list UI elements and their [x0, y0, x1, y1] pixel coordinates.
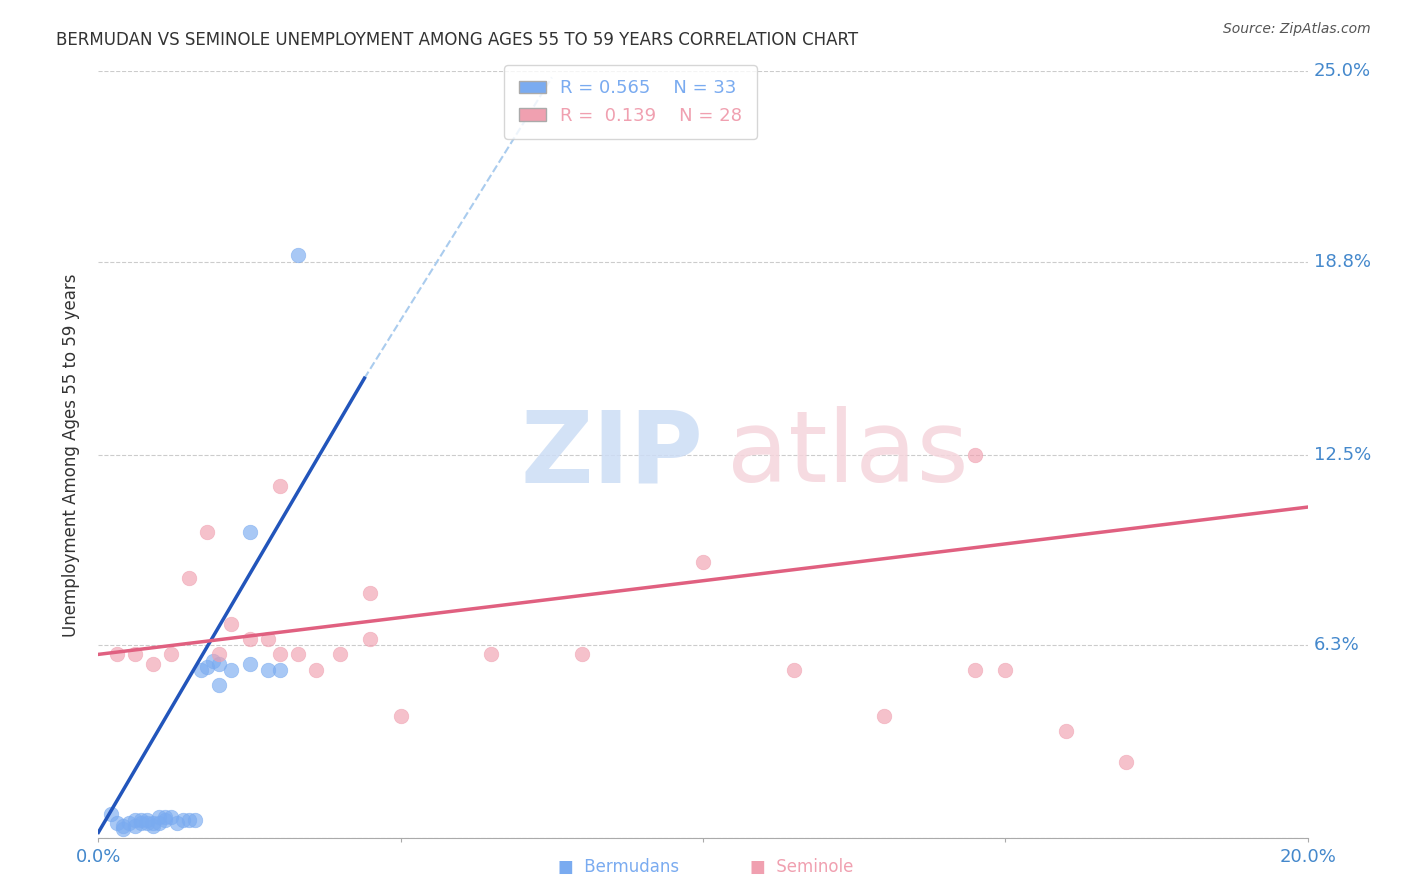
Point [873, 708, 896, 723]
Point [239, 524, 262, 539]
Point [360, 586, 382, 600]
Text: 12.5%: 12.5% [1313, 446, 1371, 464]
Point [256, 663, 278, 677]
Text: BERMUDAN VS SEMINOLE UNEMPLOYMENT AMONG AGES 55 TO 59 YEARS CORRELATION CHART: BERMUDAN VS SEMINOLE UNEMPLOYMENT AMONG … [56, 31, 859, 49]
Point [239, 657, 262, 671]
Legend: R = 0.565    N = 33, R =  0.139    N = 28: R = 0.565 N = 33, R = 0.139 N = 28 [505, 65, 756, 139]
Point [190, 663, 212, 677]
Point [184, 813, 207, 827]
Point [166, 816, 188, 830]
Point [305, 663, 328, 677]
Point [221, 616, 243, 631]
Point [287, 648, 309, 662]
Point [111, 819, 134, 833]
Point [100, 806, 122, 821]
Point [360, 632, 382, 646]
Point [129, 813, 152, 827]
Point [389, 708, 412, 723]
Point [118, 816, 141, 830]
Text: ■  Seminole: ■ Seminole [749, 858, 853, 876]
Point [160, 810, 183, 824]
Point [142, 657, 165, 671]
Point [153, 810, 176, 824]
Point [269, 478, 291, 492]
Point [195, 524, 218, 539]
Point [239, 632, 262, 646]
Point [124, 813, 146, 827]
Point [208, 648, 231, 662]
Point [1054, 724, 1077, 739]
Point [481, 648, 503, 662]
Point [124, 648, 146, 662]
Point [195, 659, 218, 673]
Text: ZIP: ZIP [520, 407, 703, 503]
Point [202, 653, 225, 667]
Point [148, 816, 170, 830]
Text: ■  Bermudans: ■ Bermudans [558, 858, 679, 876]
Point [287, 248, 309, 262]
Point [172, 813, 194, 827]
Point [135, 813, 157, 827]
Point [269, 663, 291, 677]
Point [783, 663, 806, 677]
Point [208, 678, 231, 692]
Point [142, 819, 165, 833]
Point [965, 663, 987, 677]
Point [179, 813, 201, 827]
Point [571, 648, 593, 662]
Point [256, 632, 278, 646]
Point [208, 657, 231, 671]
Point [148, 810, 170, 824]
Point [221, 663, 243, 677]
Point [135, 816, 157, 830]
Point [111, 822, 134, 837]
Point [994, 663, 1017, 677]
Point [179, 571, 201, 585]
Text: 25.0%: 25.0% [1313, 62, 1371, 80]
Point [105, 816, 128, 830]
Point [142, 816, 165, 830]
Point [1115, 755, 1137, 769]
Point [269, 648, 291, 662]
Text: Source: ZipAtlas.com: Source: ZipAtlas.com [1223, 22, 1371, 37]
Text: atlas: atlas [727, 407, 969, 503]
Point [153, 813, 176, 827]
Point [692, 555, 714, 569]
Point [124, 819, 146, 833]
Y-axis label: Unemployment Among Ages 55 to 59 years: Unemployment Among Ages 55 to 59 years [62, 273, 80, 637]
Point [160, 648, 183, 662]
Point [329, 648, 352, 662]
Point [965, 448, 987, 462]
Text: 18.8%: 18.8% [1313, 252, 1371, 270]
Text: 6.3%: 6.3% [1313, 636, 1360, 654]
Point [129, 816, 152, 830]
Point [105, 648, 128, 662]
